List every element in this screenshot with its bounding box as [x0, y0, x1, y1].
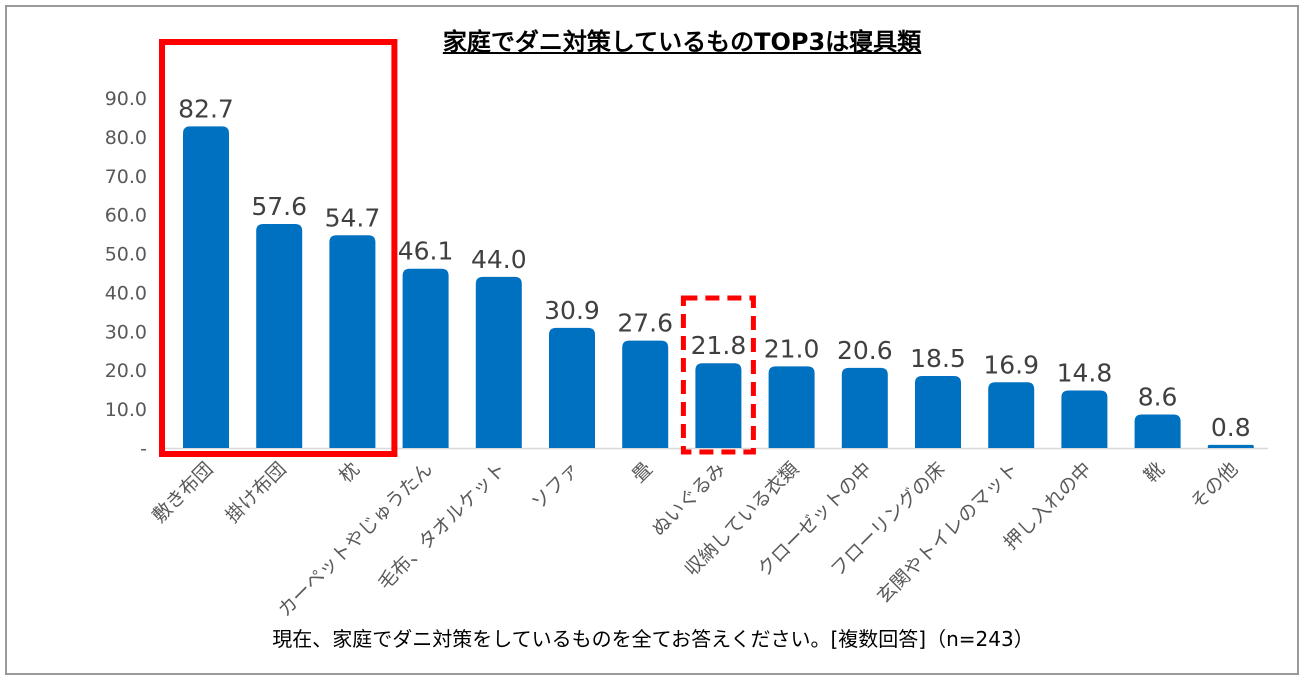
- x-tick-label: 靴: [1140, 458, 1169, 487]
- data-label: 21.8: [691, 331, 747, 360]
- data-label: 16.9: [983, 350, 1039, 379]
- data-label: 8.6: [1138, 383, 1178, 412]
- x-tick-label: 毛布、タオルケット: [374, 458, 510, 594]
- y-tick-label: -: [140, 438, 147, 460]
- bar: [695, 363, 742, 448]
- y-tick-label: 30.0: [105, 321, 147, 343]
- y-tick-label: 40.0: [105, 282, 147, 304]
- bar: [1134, 414, 1181, 448]
- highlight-box-top3: [159, 39, 398, 457]
- data-label: 14.8: [1057, 358, 1113, 387]
- data-label: 27.6: [617, 309, 673, 338]
- highlight-box-dashed: [680, 295, 756, 455]
- data-label: 44.0: [471, 245, 527, 274]
- data-label: 18.5: [910, 344, 966, 373]
- data-label: 57.6: [251, 192, 307, 221]
- data-label: 46.1: [398, 237, 454, 266]
- data-label: 20.6: [837, 336, 893, 365]
- y-tick-label: 90.0: [105, 88, 147, 110]
- bar: [329, 235, 376, 448]
- x-tick-label: その他: [1186, 458, 1242, 514]
- x-tick-label: 玄関やトイレのマット: [873, 458, 1023, 608]
- x-tick-label: 畳: [628, 458, 657, 487]
- y-tick-label: 20.0: [105, 360, 147, 382]
- y-tick-label: 10.0: [105, 399, 147, 421]
- data-label: 0.8: [1211, 413, 1251, 442]
- chart-footer: 現在、家庭でダニ対策をしているものを全てお答えください。[複数回答]（n=243…: [272, 627, 1034, 651]
- bar: [402, 268, 449, 448]
- data-label: 30.9: [544, 296, 600, 325]
- bar: [256, 224, 303, 448]
- y-tick-label: 60.0: [105, 205, 147, 227]
- data-labels: 82.7 57.6 54.7 46.1 44.0 30.9 27.6 21.8 21.0 20.6…: [178, 94, 1251, 442]
- data-label: 82.7: [178, 94, 234, 123]
- x-tick-label: 枕: [335, 458, 364, 487]
- highlights: [159, 39, 756, 457]
- y-tick-label: 70.0: [105, 166, 147, 188]
- y-axis: - 10.0 20.0 30.0 40.0 50.0 60.0 70.0 80.0 90.0: [105, 88, 1268, 460]
- bar: [988, 382, 1035, 448]
- bar: [768, 366, 815, 448]
- bar: [183, 126, 229, 448]
- bar: [841, 367, 888, 448]
- bar: [1207, 444, 1254, 448]
- x-tick-label: 掛け布団: [221, 458, 290, 527]
- bar: [549, 327, 595, 448]
- bars: [183, 126, 1254, 448]
- x-tick-label: 敷き布団: [148, 458, 217, 527]
- data-label: 21.0: [764, 334, 820, 363]
- y-tick-label: 50.0: [105, 244, 147, 266]
- bar: [475, 276, 522, 448]
- bar: [915, 376, 961, 448]
- chart-title: 家庭でダニ対策しているものTOP3は寝具類: [442, 28, 922, 56]
- bar: [622, 340, 669, 448]
- y-tick-label: 80.0: [105, 127, 147, 149]
- x-tick-label: ソファ: [528, 458, 584, 514]
- bar: [1061, 390, 1108, 448]
- data-label: 54.7: [325, 203, 381, 232]
